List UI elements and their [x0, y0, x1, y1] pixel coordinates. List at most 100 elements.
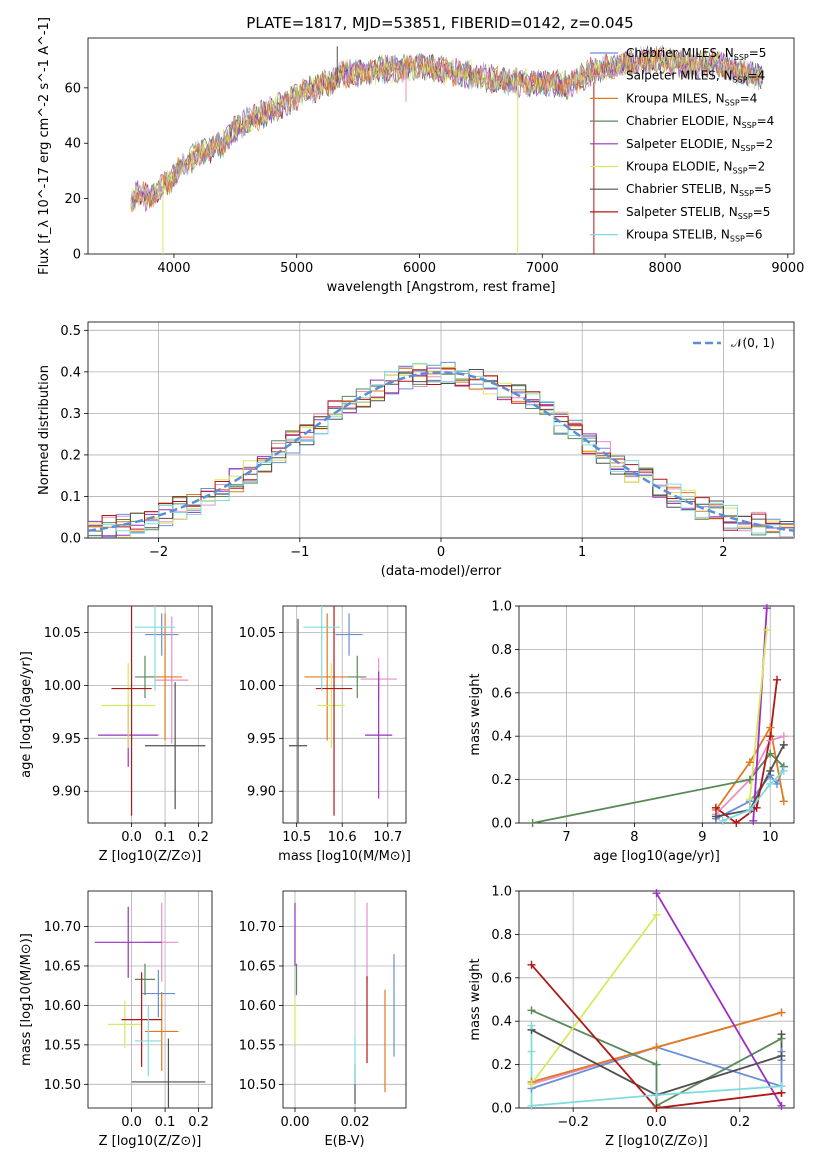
weight-marker [762, 604, 771, 613]
y-tick-label: 10.55 [44, 1038, 81, 1053]
weight-marker [527, 960, 536, 969]
y-tick-label: 1.0 [491, 600, 512, 615]
weight-line [532, 752, 785, 823]
y-tick-label: 0.1 [60, 490, 81, 505]
panel-age-vs-Z: 0.0 0.1 0.2 9.90 9.95 10.00 10.05 Z [log10(Z/Z⊙… [19, 605, 213, 864]
panel-spectrum: 4000 5000 6000 7000 8000 9000 0 20 40 60 wavelengt… [37, 17, 804, 295]
weight-marker [779, 740, 788, 749]
x-tick-label: 0.1 [155, 1115, 176, 1130]
weight-marker [779, 766, 788, 775]
weight-marker [777, 1051, 786, 1060]
x-tick-label: 6000 [403, 261, 436, 276]
weight-marker [766, 749, 775, 758]
axes-frame [87, 605, 213, 824]
panel-mass-vs-ebv: 0.00 0.02 10.50 10.55 10.60 10.65 10.70 E(B-V) [239, 890, 407, 1149]
weight-line [655, 892, 783, 1107]
legend: Chabrier MILES, NSSP=5 Salpeter MILES, NS… [590, 46, 774, 244]
x-tick-label: 0.1 [155, 830, 176, 845]
y-tick-label: 0 [73, 248, 81, 263]
weight-marker [777, 1082, 786, 1091]
weight-marker [766, 766, 775, 775]
y-tick-label: 10.70 [44, 920, 81, 935]
weight-line [530, 914, 658, 1085]
x-axis-label: Z [log10(Z/Z⊙)] [99, 1134, 202, 1149]
y-tick-label: 0.6 [491, 971, 512, 986]
axes-frame [518, 605, 795, 824]
x-tick-label: 10.7 [373, 830, 402, 845]
weight-marker [766, 732, 775, 741]
panel-residual-histogram: −2 −1 0 1 2 0.0 0.1 0.2 0.3 0.4 0.5 (data-model)/er… [37, 321, 795, 579]
weight-marker [652, 1060, 661, 1069]
x-tick-label: 8 [630, 830, 638, 845]
y-tick-label: 60 [64, 81, 81, 96]
x-tick-label: 0.2 [188, 830, 209, 845]
legend-entry: Kroupa STELIB, NSSP=6 [626, 228, 763, 244]
weight-line [722, 770, 785, 822]
weight-marker [745, 775, 754, 784]
weight-line [531, 1029, 783, 1096]
y-tick-label: 10.60 [44, 999, 81, 1014]
weight-marker [762, 625, 771, 634]
y-axis-label: age [log10(age/yr)] [19, 651, 34, 778]
weight-marker [528, 819, 537, 827]
x-tick-label: −1 [290, 545, 309, 560]
weight-marker [766, 779, 775, 788]
y-axis-label: mass [log10(M/M⊙)] [19, 933, 34, 1066]
weight-marker [527, 1080, 536, 1089]
weight-marker [652, 910, 661, 919]
weight-marker [718, 816, 727, 825]
y-tick-label: 0.4 [491, 730, 512, 745]
axes-frame [282, 605, 407, 824]
plot-area [288, 606, 397, 823]
y-tick-label: 10.05 [239, 626, 276, 641]
x-tick-label: 10 [762, 830, 779, 845]
weight-marker [527, 1006, 536, 1015]
y-tick-label: 0.4 [491, 1015, 512, 1030]
spectrum-line [130, 46, 763, 213]
y-tick-label: 10.00 [44, 679, 81, 694]
legend-entry: Chabrier STELIB, NSSP=5 [626, 182, 772, 198]
x-tick-label: 5000 [280, 261, 313, 276]
x-axis-label: wavelength [Angstrom, rest frame] [327, 280, 556, 295]
y-axis-label: mass weight [468, 673, 483, 755]
weight-marker [745, 758, 754, 767]
x-tick-label: 0.2 [188, 1115, 209, 1130]
axes-frame [87, 890, 213, 1109]
weight-marker [779, 797, 788, 806]
weight-marker [749, 816, 758, 825]
weight-line [749, 629, 768, 800]
panel-mass-weight-vs-Z: −0.2 0.0 0.2 0.0 0.2 0.4 0.6 0.8 1.0 Z [log10(Z/Z… [468, 885, 795, 1149]
weight-line [530, 964, 782, 1108]
y-tick-label: 0.2 [60, 448, 81, 463]
weight-marker [732, 819, 741, 827]
weight-marker [777, 1101, 786, 1110]
weight-marker [777, 1030, 786, 1039]
y-tick-label: 40 [64, 137, 81, 152]
legend-entry: Salpeter STELIB, NSSP=5 [626, 205, 770, 221]
legend-entry: Salpeter ELODIE, NSSP=2 [626, 137, 773, 153]
x-axis-label: (data-model)/error [381, 564, 502, 579]
y-tick-label: 0.0 [60, 532, 81, 547]
y-tick-label: 0.2 [491, 773, 512, 788]
y-tick-label: 10.60 [239, 999, 276, 1014]
x-axis-label: mass [log10(M/M⊙)] [278, 849, 411, 864]
y-tick-label: 0.8 [491, 643, 512, 658]
legend-entry: Chabrier MILES, NSSP=5 [626, 46, 766, 62]
weight-marker [652, 1104, 661, 1112]
x-tick-label: 10.6 [328, 830, 357, 845]
y-tick-label: 10.55 [239, 1038, 276, 1053]
y-tick-label: 10.65 [44, 959, 81, 974]
y-tick-label: 9.90 [247, 785, 276, 800]
y-tick-label: 0.5 [60, 324, 81, 339]
x-tick-label: −0.2 [557, 1115, 589, 1130]
weight-marker [527, 1101, 536, 1110]
panel-mass-weight-vs-age: 7 8 9 10 0.0 0.2 0.4 0.6 0.8 1.0 age [log10(age/yr… [468, 600, 795, 864]
weight-marker [773, 675, 782, 684]
y-tick-label: 0.0 [491, 817, 512, 832]
weight-marker [652, 1043, 661, 1052]
y-axis-label: Flux [f_λ 10^-17 erg cm^-2 s^-1 A^-1] [37, 17, 52, 275]
x-axis-label: Z [log10(Z/Z⊙)] [605, 1134, 708, 1149]
y-axis-label: Normed distribution [37, 365, 52, 495]
weight-marker [773, 779, 782, 788]
axes-frame [87, 321, 795, 539]
